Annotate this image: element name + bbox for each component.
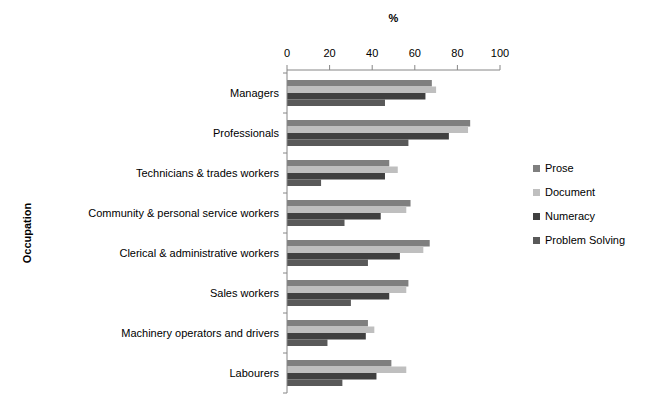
y-tick (283, 353, 287, 354)
y-tick (283, 113, 287, 114)
bar (287, 360, 391, 367)
bar (287, 93, 425, 100)
legend-swatch (533, 165, 540, 172)
y-tick (283, 193, 287, 194)
x-tick-label: 0 (284, 47, 290, 59)
legend: Prose Document Numeracy Problem Solving (533, 162, 625, 246)
bar (287, 340, 327, 347)
bar (287, 207, 406, 214)
x-tick (500, 65, 501, 70)
x-tick (372, 65, 373, 70)
legend-label: Prose (545, 162, 574, 174)
bar (287, 100, 385, 107)
legend-swatch (533, 189, 540, 196)
y-tick (283, 313, 287, 314)
bar (287, 80, 432, 87)
bar (287, 300, 351, 307)
bar (287, 160, 389, 167)
bar (287, 373, 376, 380)
bar (287, 220, 345, 227)
bar (287, 253, 400, 260)
bar (287, 133, 449, 140)
bar (287, 127, 468, 134)
category-label: Professionals (213, 127, 280, 139)
y-axis-title: Occupation (21, 202, 33, 263)
bar (287, 173, 385, 180)
bar (287, 140, 408, 147)
bar (287, 180, 321, 187)
bar (287, 293, 389, 300)
legend-label: Document (545, 186, 595, 198)
x-tick (287, 65, 288, 70)
bar (287, 333, 366, 340)
category-label: Labourers (229, 367, 279, 379)
bar (287, 167, 398, 174)
category-label: Sales workers (210, 287, 280, 299)
y-tick (283, 393, 287, 394)
y-tick (283, 273, 287, 274)
bar (287, 247, 423, 254)
bar (287, 240, 430, 247)
y-tick (283, 153, 287, 154)
x-tick (457, 65, 458, 70)
bars (287, 80, 470, 386)
x-tick (329, 65, 330, 70)
bar (287, 200, 411, 207)
legend-label: Problem Solving (545, 234, 625, 246)
x-tick-label: 80 (451, 47, 463, 59)
bar (287, 120, 470, 127)
x-tick-label: 20 (323, 47, 335, 59)
legend-label: Numeracy (545, 210, 596, 222)
y-axis-line (287, 70, 288, 393)
y-tick (283, 233, 287, 234)
category-label: Clerical & administrative workers (119, 247, 279, 259)
x-tick-label: 100 (491, 47, 509, 59)
x-axis-title: % (389, 12, 399, 24)
y-tick (283, 73, 287, 74)
category-label: Community & personal service workers (88, 207, 279, 219)
bar (287, 287, 406, 294)
bar (287, 380, 342, 387)
x-tick-label: 60 (409, 47, 421, 59)
legend-swatch (533, 213, 540, 220)
x-axis-line (287, 70, 500, 71)
bar (287, 320, 368, 327)
legend-swatch (533, 237, 540, 244)
bar (287, 260, 368, 267)
bar (287, 327, 374, 334)
bar (287, 213, 381, 220)
category-label: Machinery operators and drivers (121, 327, 279, 339)
chart: 0 20 40 60 80 100 Managers Professionals Technic… (0, 0, 645, 410)
x-tick (414, 65, 415, 70)
bar (287, 280, 408, 287)
bar (287, 367, 406, 374)
x-tick-label: 40 (366, 47, 378, 59)
category-label: Managers (230, 87, 279, 99)
bar (287, 87, 436, 94)
category-label: Technicians & trades workers (136, 167, 280, 179)
